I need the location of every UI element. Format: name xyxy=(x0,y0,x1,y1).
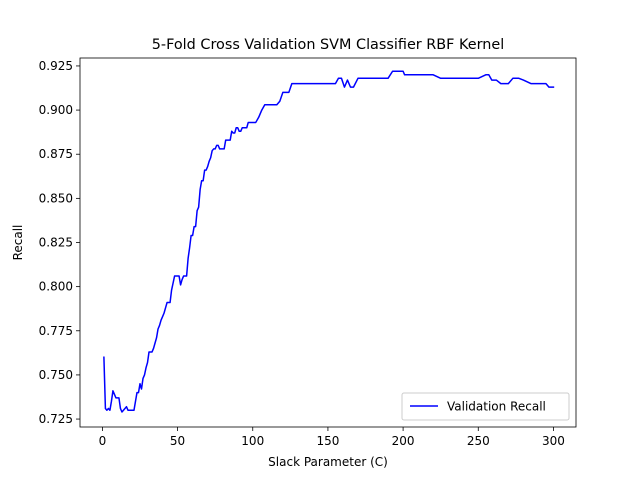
chart-title: 5-Fold Cross Validation SVM Classifier R… xyxy=(152,37,504,53)
x-tick-label: 150 xyxy=(316,434,339,448)
series-line-0 xyxy=(103,70,555,413)
x-tick-label: 50 xyxy=(170,434,185,448)
y-tick-label: 0.825 xyxy=(39,236,73,250)
y-tick-label: 0.775 xyxy=(39,324,73,338)
legend: Validation Recall xyxy=(401,392,570,421)
legend-label: Validation Recall xyxy=(447,400,546,414)
x-axis: 0 50 100 150 200 250 300 xyxy=(99,427,565,448)
y-axis: 0.725 0.750 0.775 0.800 0.825 0.850 0.875 0.900… xyxy=(39,59,80,426)
legend-box xyxy=(401,392,570,421)
x-tick-label: 200 xyxy=(392,434,415,448)
y-tick-label: 0.850 xyxy=(39,191,73,205)
y-tick-label: 0.800 xyxy=(39,280,73,294)
y-axis-label: Recall xyxy=(11,225,25,261)
y-tick-label: 0.900 xyxy=(39,103,73,117)
x-tick-label: 100 xyxy=(241,434,264,448)
series-layer xyxy=(103,70,555,413)
y-tick-label: 0.875 xyxy=(39,147,73,161)
x-tick-label: 250 xyxy=(467,434,490,448)
x-tick-label: 0 xyxy=(99,434,107,448)
y-tick-label: 0.750 xyxy=(39,368,73,382)
y-tick-label: 0.925 xyxy=(39,59,73,73)
y-tick-label: 0.725 xyxy=(39,412,73,426)
x-tick-label: 300 xyxy=(542,434,565,448)
x-axis-label: Slack Parameter (C) xyxy=(268,455,388,469)
